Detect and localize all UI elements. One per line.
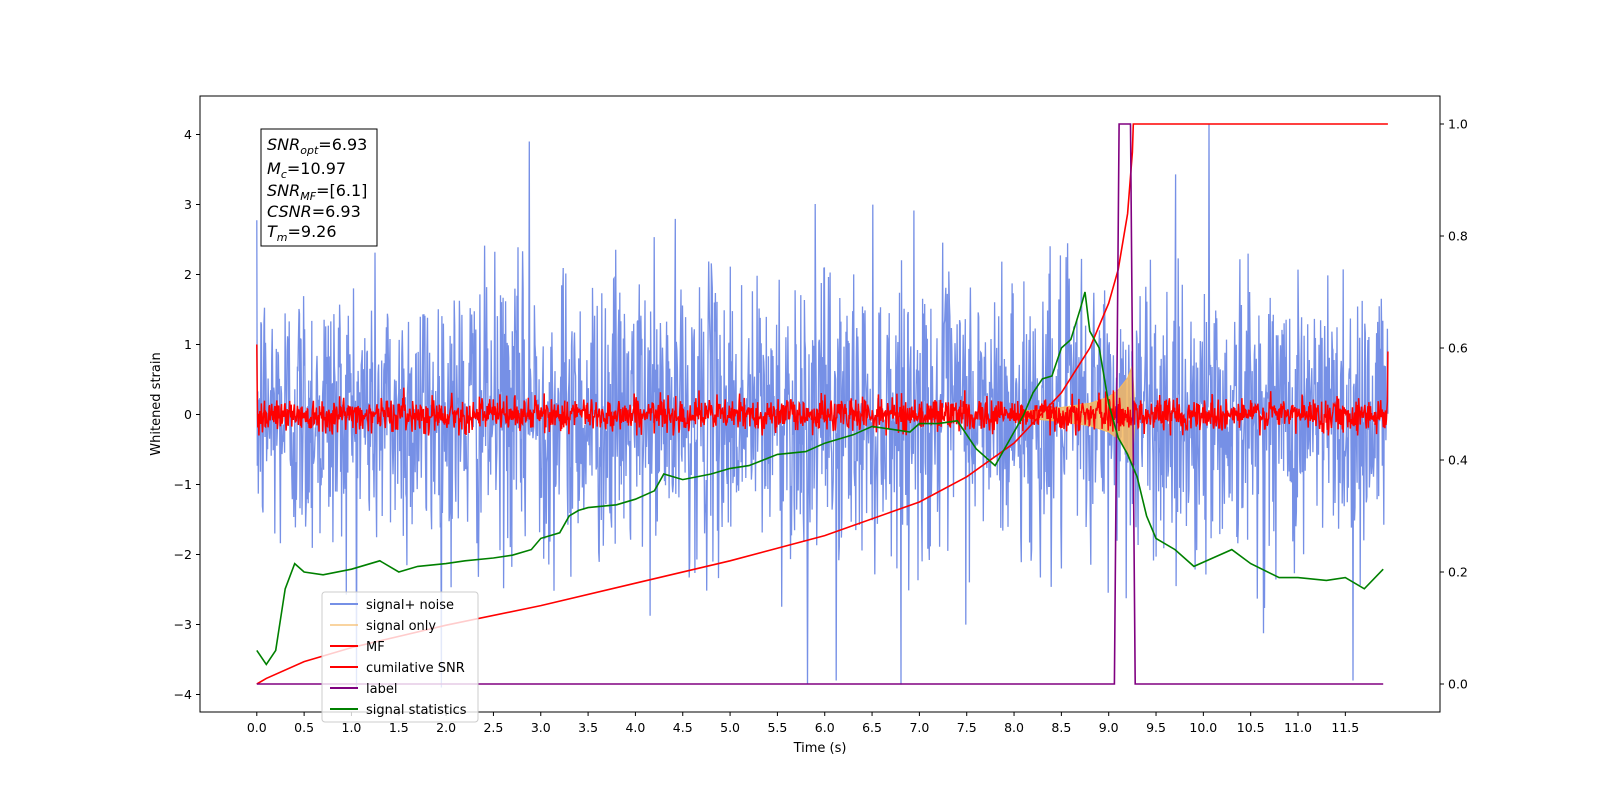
legend-label: signal only [366, 619, 436, 634]
series-mf [256, 344, 1389, 436]
x-tick-label: 4.5 [673, 720, 693, 735]
x-axis-label: Time (s) [793, 741, 847, 756]
y-tick-label: −1 [174, 477, 192, 492]
legend-label: label [366, 682, 397, 697]
annotation-tm: Tm=9.26 [267, 222, 337, 244]
annotation-csnr: CSNR=6.93 [267, 202, 361, 221]
annotation-mc: Mc=10.97 [267, 159, 346, 181]
legend-label: signal+ noise [366, 598, 454, 613]
plot-frame [199, 95, 1441, 713]
y-axis-right: 1.0 0.8 0.6 0.4 0.2 0.0 [1440, 117, 1468, 692]
x-tick-label: 0.5 [294, 720, 314, 735]
y-right-tick-label: 0.0 [1448, 677, 1468, 692]
legend-label: signal statistics [366, 703, 467, 718]
y-tick-label: 1 [184, 337, 192, 352]
x-tick-label: 10.5 [1237, 720, 1265, 735]
y-tick-label: −2 [174, 547, 192, 562]
y-tick-label: −4 [174, 687, 192, 702]
legend-box [321, 591, 479, 723]
x-tick-label: 1.5 [389, 720, 409, 735]
x-tick-label: 8.5 [1051, 720, 1071, 735]
x-tick-label: 5.0 [720, 720, 740, 735]
x-tick-label: 11.5 [1331, 720, 1359, 735]
annotation-snr-mf: SNRMF=[6.1] [267, 181, 367, 203]
y-right-tick-label: 1.0 [1448, 117, 1468, 132]
y-axis-left: 4 3 2 1 0 −1 −2 −3 −4 [174, 127, 200, 702]
annotation-snr-opt: SNRopt=6.93 [267, 135, 367, 157]
annotation-box: SNRopt=6.93 Mc=10.97 SNRMF=[6.1] CSNR=6.… [260, 128, 378, 247]
x-tick-label: 9.5 [1146, 720, 1166, 735]
legend-label: cumilative SNR [366, 661, 465, 676]
series-signal-statistics [256, 291, 1384, 666]
x-tick-label: 2.5 [483, 720, 503, 735]
x-tick-label: 3.5 [578, 720, 598, 735]
x-tick-label: 6.5 [862, 720, 882, 735]
y-right-tick-label: 0.4 [1448, 453, 1468, 468]
x-tick-label: 6.0 [815, 720, 835, 735]
y-tick-label: 4 [184, 127, 192, 142]
y-right-tick-label: 0.2 [1448, 565, 1468, 580]
x-tick-label: 1.0 [342, 720, 362, 735]
x-axis: 0.0 0.5 1.0 1.5 2.0 2.5 3.0 3.5 4.0 4.5 5.0 5.5 6.0 6… [247, 712, 1359, 735]
x-tick-label: 5.5 [767, 720, 787, 735]
y-tick-label: 2 [184, 267, 192, 282]
x-tick-label: 11.0 [1284, 720, 1312, 735]
y-axis-label: Whitened strain [149, 352, 164, 455]
x-tick-label: 10.0 [1189, 720, 1217, 735]
x-tick-label: 4.0 [625, 720, 645, 735]
plot-area [256, 123, 1389, 688]
series-label [256, 123, 1384, 685]
x-tick-label: 0.0 [247, 720, 267, 735]
x-tick-label: 7.0 [909, 720, 929, 735]
legend: signal+ noise signal only MF cumilative SNR… [321, 591, 479, 723]
legend-label: MF [366, 640, 385, 655]
y-right-tick-label: 0.6 [1448, 341, 1468, 356]
series-signal-noise [256, 123, 1389, 688]
x-tick-label: 3.0 [531, 720, 551, 735]
x-tick-label: 7.5 [957, 720, 977, 735]
y-right-tick-label: 0.8 [1448, 229, 1468, 244]
y-tick-label: 3 [184, 197, 192, 212]
x-tick-label: 8.0 [1004, 720, 1024, 735]
y-tick-label: 0 [184, 407, 192, 422]
x-tick-label: 9.0 [1099, 720, 1119, 735]
y-tick-label: −3 [174, 617, 192, 632]
x-tick-label: 2.0 [436, 720, 456, 735]
